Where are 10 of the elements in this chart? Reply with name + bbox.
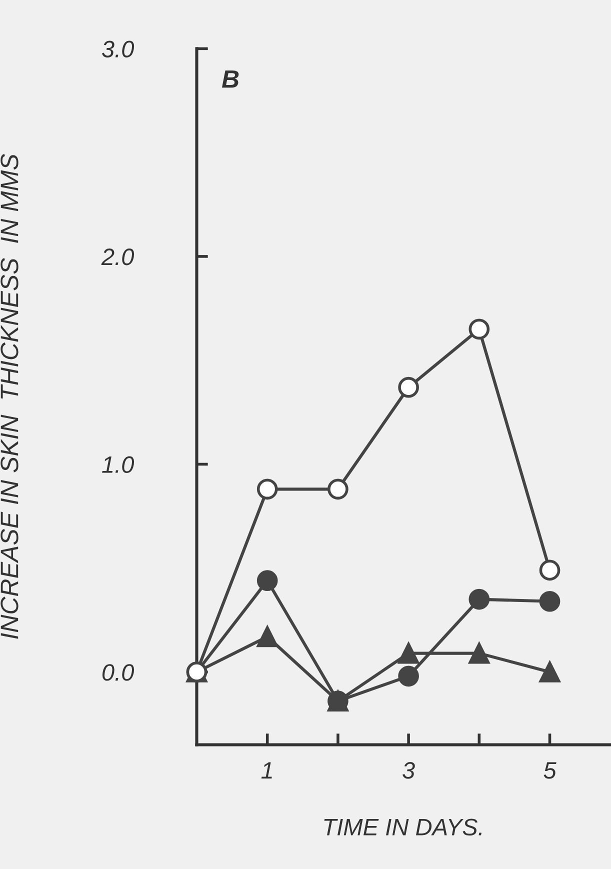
annotation: B — [222, 70, 239, 88]
y-tick-label: 1.0 — [102, 456, 134, 474]
y-tick-label: 0.0 — [102, 664, 134, 681]
x-tick-label: 3 — [402, 762, 415, 779]
y-axis-title: INCREASE IN SKIN THICKNESS IN MMS — [0, 154, 18, 639]
x-tick-label: 5 — [544, 762, 556, 779]
y-tick-label: 2.0 — [101, 248, 134, 266]
y-tick-label: 3.0 — [102, 40, 134, 58]
x-axis-title: TIME IN DAYS. — [324, 818, 482, 836]
x-tick-label: 1 — [261, 762, 272, 779]
